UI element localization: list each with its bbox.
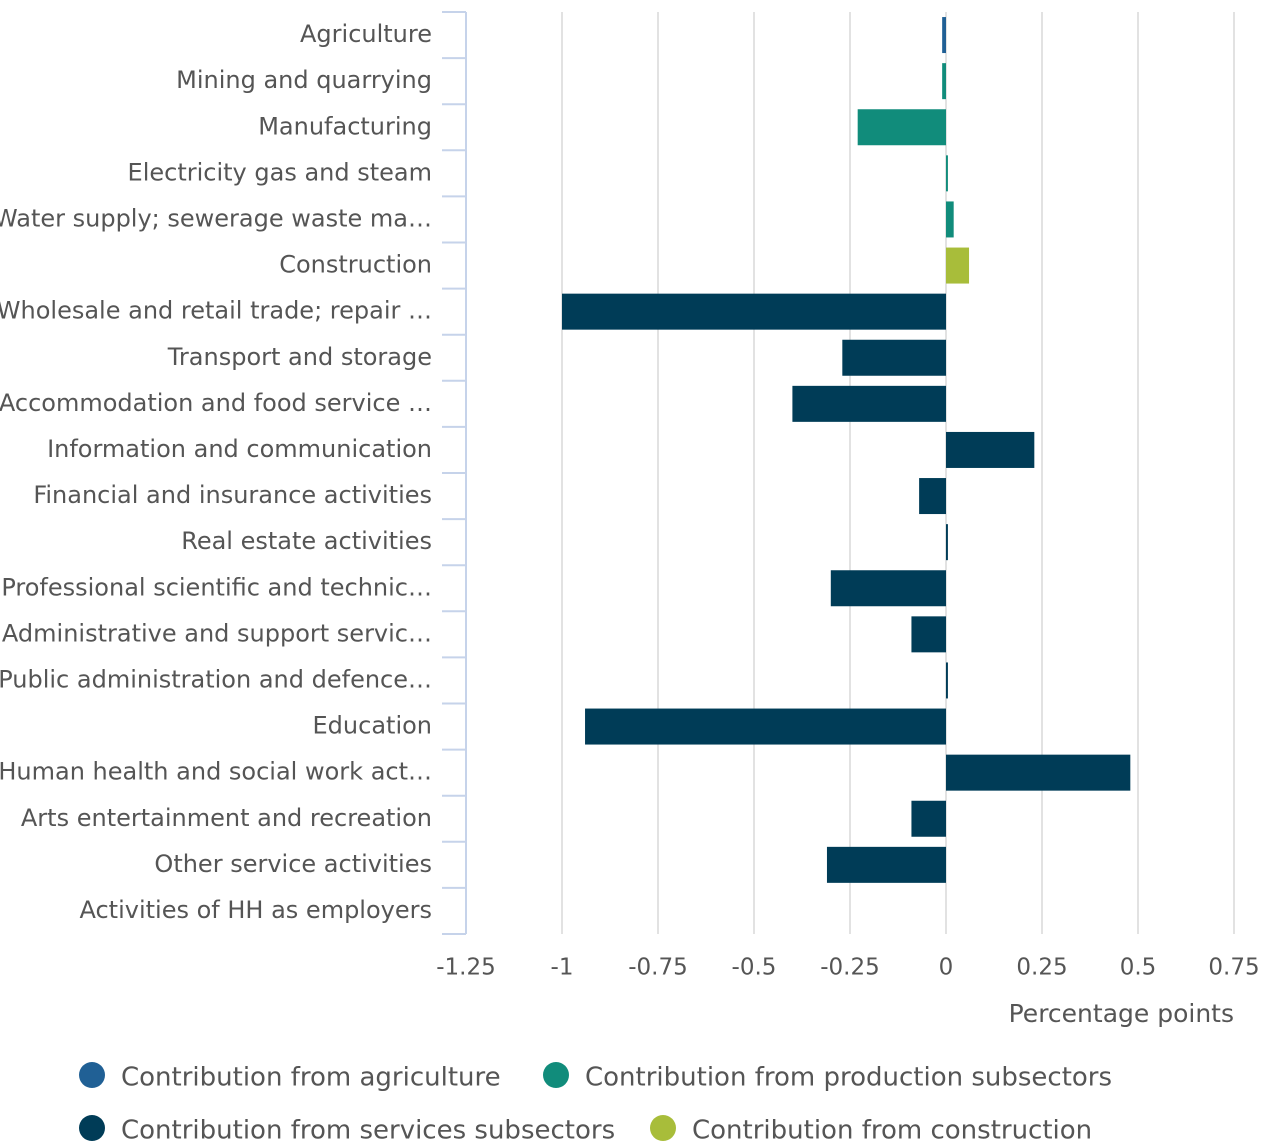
x-tick-label: -0.5	[732, 955, 777, 981]
x-tick-label: -1.25	[436, 955, 496, 981]
legend-label: Contribution from construction	[692, 1116, 1092, 1144]
x-tick-label: 0.75	[1208, 955, 1259, 981]
legend-marker	[650, 1115, 676, 1141]
y-tick-label: Other service activities	[154, 850, 432, 878]
y-tick-label: Information and communication	[47, 435, 432, 463]
legend-label: Contribution from services subsectors	[121, 1116, 615, 1144]
y-tick-label: Education	[313, 712, 432, 740]
bar	[585, 708, 946, 745]
bar	[942, 63, 946, 100]
x-tick-label: -1	[551, 955, 574, 981]
y-tick-label: Arts entertainment and recreation	[21, 804, 432, 832]
x-tick-label: 0.25	[1016, 955, 1067, 981]
y-tick-label: Public administration and defence…	[0, 665, 432, 693]
legend-label: Contribution from production subsectors	[585, 1063, 1112, 1093]
y-tick-label: Electricity gas and steam	[128, 158, 432, 186]
bar	[942, 17, 946, 54]
bar	[946, 524, 948, 561]
legend-label: Contribution from agriculture	[121, 1063, 501, 1093]
bar	[946, 662, 948, 699]
bar	[562, 293, 946, 330]
bar	[792, 385, 946, 422]
bar	[946, 155, 948, 192]
y-tick-label: Activities of HH as employers	[79, 896, 432, 924]
bar	[946, 201, 954, 238]
y-tick-label: Agriculture	[300, 20, 432, 48]
bar	[842, 339, 946, 376]
y-tick-label: Real estate activities	[181, 527, 432, 555]
y-tick-label: Human health and social work act…	[0, 758, 432, 786]
y-tick-label: Water supply; sewerage waste ma…	[0, 204, 432, 232]
bar	[857, 109, 946, 146]
y-tick-label: Mining and quarrying	[176, 66, 432, 94]
x-tick-label: -0.25	[820, 955, 880, 981]
legend-marker	[79, 1062, 105, 1088]
x-tick-label: 0	[939, 955, 954, 981]
y-tick-label: Financial and insurance activities	[33, 481, 432, 509]
bar	[946, 754, 1131, 791]
legend-marker	[79, 1115, 105, 1141]
x-axis-title: Percentage points	[1009, 999, 1234, 1028]
bar	[911, 616, 946, 653]
x-tick-label: -0.75	[628, 955, 688, 981]
bar	[911, 800, 946, 837]
bar	[830, 570, 946, 607]
y-tick-label: Wholesale and retail trade; repair …	[0, 297, 432, 325]
y-tick-label: Transport and storage	[167, 343, 432, 371]
bar	[919, 478, 946, 515]
x-tick-label: 0.5	[1120, 955, 1157, 981]
bar	[826, 846, 946, 883]
y-tick-label: Manufacturing	[258, 112, 432, 140]
bar	[946, 247, 970, 284]
y-tick-label: Administrative and support servic…	[2, 619, 432, 647]
y-tick-label: Accommodation and food service …	[0, 389, 432, 417]
legend-marker	[543, 1062, 569, 1088]
y-tick-label: Construction	[279, 251, 432, 279]
y-tick-label: Professional scientific and technic…	[1, 573, 432, 601]
bar	[946, 431, 1035, 468]
